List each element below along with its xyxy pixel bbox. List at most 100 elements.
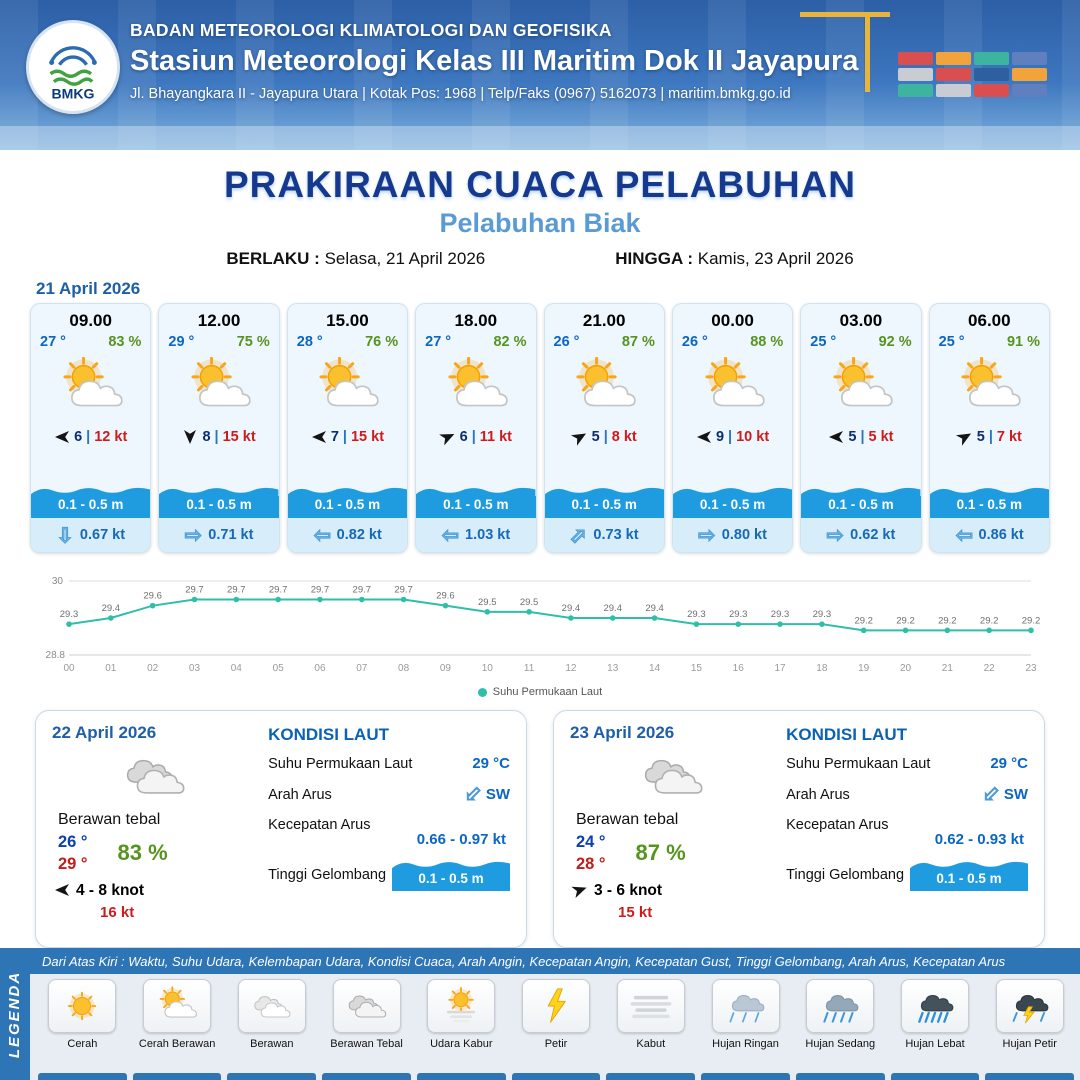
sea-conditions-title: KONDISI LAUT (268, 725, 389, 744)
weather-icon-wrap (416, 350, 535, 426)
sst-chart: 30 28.8 29.3 00 29.4 01 29.6 02 29.7 03 29.7 04 29.7… (46, 576, 1041, 674)
udara-kabur-icon (447, 987, 476, 1023)
berawan-icon (254, 996, 291, 1018)
current-row: ⇨ 0.67 kt (31, 518, 151, 552)
chart-legend-dot-icon (477, 687, 487, 697)
wind-speed: 7 (330, 429, 339, 445)
hujan-sedang-icon (823, 994, 859, 1023)
air-temperature: 28 ° (296, 334, 323, 350)
svg-text:16: 16 (733, 663, 745, 674)
svg-text:08: 08 (398, 663, 410, 674)
sst-chart-wrap: 30 28.8 29.3 00 29.4 01 29.6 02 29.7 03 29.7 04 29.7… (35, 563, 1045, 698)
weather-icon-wrap (930, 350, 1049, 426)
humidity: 88 % (750, 334, 784, 350)
forecast-cards-row: 09.00 27 ° 83 % 6 | 12 kt 0.1 - 0.5 m ⇨ 0.6… (30, 303, 1050, 553)
svg-text:29.3: 29.3 (771, 609, 790, 620)
svg-text:01: 01 (105, 663, 117, 674)
svg-text:02: 02 (147, 663, 159, 674)
wave-crest-icon (159, 487, 279, 496)
current-speed: 0.71 kt (208, 527, 254, 543)
legend-item: Hujan Petir (985, 979, 1074, 1050)
legend-tile (48, 979, 117, 1033)
svg-text:20: 20 (900, 663, 912, 674)
current-speed-label: Kecepatan Arus (786, 817, 889, 833)
svg-text:29.3: 29.3 (813, 609, 832, 620)
svg-text:29.2: 29.2 (896, 615, 915, 626)
berawan-tebal-icon (348, 995, 386, 1018)
station-address: Jl. Bhayangkara II - Jayapura Utara | Ko… (130, 86, 791, 102)
station-name: Stasiun Meteorologi Kelas III Maritim Do… (130, 45, 859, 77)
legend-item-label: Cerah (67, 1038, 98, 1050)
svg-text:17: 17 (774, 663, 786, 674)
forecast-time: 06.00 (968, 311, 1011, 330)
wind-direction-icon (829, 431, 844, 443)
svg-text:00: 00 (63, 663, 75, 674)
valid-until-label: HINGGA : (615, 249, 693, 268)
legend-item-label: Hujan Lebat (905, 1038, 965, 1050)
current-speed: 0.86 kt (978, 527, 1024, 543)
hujan-lebat-icon (918, 994, 954, 1023)
wave-band: 0.1 - 0.5 m (672, 484, 793, 518)
current-direction-icon: ⇨ (441, 523, 460, 548)
current-speed-label: Kecepatan Arus (268, 817, 371, 833)
cerah-berawan-icon (63, 357, 123, 407)
forecast-card: 12.00 29 ° 75 % 8 | 15 kt 0.1 - 0.5 m ⇨ 0.7… (158, 303, 280, 553)
svg-text:15: 15 (691, 663, 703, 674)
svg-text:29.7: 29.7 (394, 585, 413, 596)
legend-description: Dari Atas Kiri : Waktu, Suhu Udara, Kele… (30, 948, 1080, 974)
cerah-berawan-icon (319, 357, 380, 407)
weather-icon-wrap (159, 350, 278, 426)
cerah-berawan-icon (833, 357, 893, 407)
legend-item-label: Kabut (636, 1038, 666, 1050)
svg-text:29.5: 29.5 (478, 597, 497, 608)
svg-text:29.2: 29.2 (1022, 615, 1041, 626)
wind-gust: 5 kt (868, 429, 894, 445)
wind-gust: 15 kt (222, 429, 256, 445)
daily-temp-min: 24 ° (576, 833, 606, 851)
svg-text:29.3: 29.3 (60, 609, 79, 620)
wave-crest-icon (929, 487, 1049, 496)
legend-tile (995, 979, 1064, 1033)
svg-text:03: 03 (189, 663, 201, 674)
svg-text:29.6: 29.6 (143, 591, 162, 602)
weather-icon-wrap (673, 350, 792, 426)
legend-item: Hujan Ringan (701, 979, 790, 1050)
daily-temp-max: 29 ° (58, 855, 88, 874)
weather-icon-wrap (31, 350, 150, 426)
legend-tile (237, 979, 306, 1033)
svg-text:29.4: 29.4 (603, 603, 622, 614)
legend-item-label: Berawan Tebal (330, 1038, 403, 1050)
legend-item-label: Hujan Sedang (805, 1038, 876, 1050)
weather-icon-wrap (545, 350, 664, 426)
legend-item: Hujan Lebat (891, 979, 980, 1050)
page-title: PRAKIRAAN CUACA PELABUHAN (223, 164, 857, 205)
wave-band: 0.1 - 0.5 m (287, 484, 408, 518)
cerah-berawan-icon (705, 357, 765, 407)
air-temperature: 27 ° (40, 334, 66, 350)
wind-gust: 12 kt (94, 429, 128, 445)
wind-gust: 8 kt (611, 429, 637, 445)
wave-crest-icon (544, 487, 664, 496)
wind-row: 5 | 7 kt (930, 426, 1049, 448)
legend-item: Cerah Berawan (133, 979, 222, 1050)
air-temperature: 26 ° (553, 334, 580, 350)
daily-wind-range: 4 - 8 knot (76, 881, 145, 899)
kabut-icon (630, 995, 672, 1019)
wave-height: 0.1 - 0.5 m (159, 496, 279, 518)
sst-label: Suhu Permukaan Laut (268, 755, 413, 772)
wind-row: 5 | 8 kt (545, 426, 664, 448)
berawan-tebal-icon (126, 759, 185, 794)
daily-card: 23 April 2026 Berawan tebal 24 ° 28 ° 87… (553, 710, 1045, 948)
daily-cards-row: 22 April 2026 Berawan tebal 26 ° 29 ° 83… (35, 710, 1045, 948)
daily-temp-max: 28 ° (576, 855, 606, 874)
daily-weather-icon (570, 743, 776, 809)
daily-humidity: 83 % (117, 840, 168, 866)
air-temperature: 25 ° (938, 334, 965, 350)
wind-row: 8 | 15 kt (159, 426, 278, 448)
chart-legend: Suhu Permukaan Laut (35, 686, 1045, 698)
svg-text:19: 19 (858, 663, 870, 674)
legend-item-label: Cerah Berawan (138, 1038, 216, 1050)
svg-text:07: 07 (356, 663, 368, 674)
title-block: PRAKIRAAN CUACA PELABUHAN Pelabuhan Biak… (0, 164, 1080, 269)
svg-text:29.5: 29.5 (520, 597, 539, 608)
